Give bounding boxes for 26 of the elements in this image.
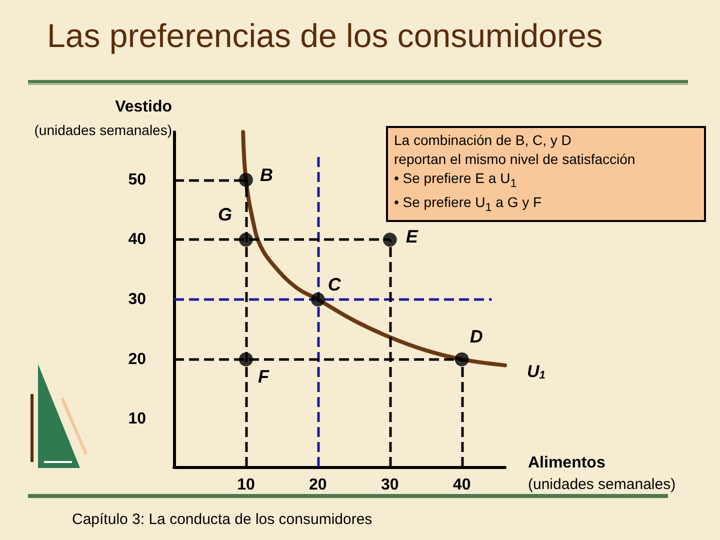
x-tick-label: 40: [452, 476, 471, 494]
x-tick-label: 30: [380, 476, 399, 494]
point: [310, 292, 325, 306]
x-tick-label: 20: [309, 476, 327, 494]
point: [238, 352, 253, 366]
chart-title: Las preferencias de los consumidores: [47, 17, 603, 54]
callout-box: La combinación de B, C, y D reportan el mismo nivel de satisfacción • Se prefiere E a U$_{1}$ • Se prefiere U$_{1}$ a G y F: [386, 126, 706, 222]
point: [454, 352, 469, 366]
point: [382, 232, 397, 247]
annotation: B: [260, 164, 273, 185]
y-axis-title: Vestido (unidades semanales): [34, 98, 172, 138]
point: [238, 232, 253, 247]
annotation: F: [258, 366, 270, 386]
y-tick-label: 40: [128, 231, 146, 248]
y-tick-label: 10: [128, 410, 146, 428]
text: Capítulo 3: La conducta de los consumidores: [72, 511, 372, 528]
annotation: E: [406, 226, 419, 247]
annotation: D: [470, 326, 483, 346]
y-tick-label: 20: [128, 350, 146, 368]
annotation: G: [218, 204, 232, 225]
y-tick-label: 50: [128, 171, 146, 188]
x-tick-label: 10: [237, 476, 255, 494]
x-axis-title: Alimentos (unidades semanales): [528, 454, 676, 493]
y-tick-label: 30: [128, 291, 146, 308]
point: [238, 172, 253, 187]
annotation: C: [328, 274, 342, 294]
